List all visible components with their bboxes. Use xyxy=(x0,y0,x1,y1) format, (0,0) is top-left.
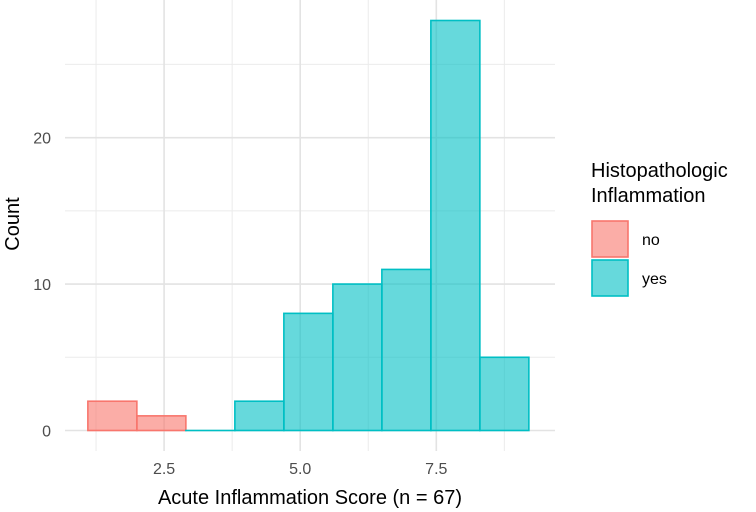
y-tick-label: 0 xyxy=(42,424,51,441)
legend: Histopathologic Inflammation no yes xyxy=(591,160,728,297)
y-tick-label: 10 xyxy=(33,277,51,294)
histogram-bar-no xyxy=(87,400,138,432)
histogram-bar-yes xyxy=(234,400,285,432)
y-axis-title: Count xyxy=(2,197,24,251)
histogram-bar-no xyxy=(136,415,187,432)
histogram-bars xyxy=(87,19,530,432)
x-tick-label: 7.5 xyxy=(425,461,447,478)
histogram-bar-yes xyxy=(332,283,383,432)
histogram-bar-yes xyxy=(283,312,334,432)
legend-key-no xyxy=(591,220,629,258)
x-tick-label: 5.0 xyxy=(289,461,311,478)
x-axis-title: Acute Inflammation Score (n = 67) xyxy=(158,487,462,509)
legend-label-no: no xyxy=(642,232,660,249)
legend-items: no yes xyxy=(591,220,667,297)
histogram-bar-yes xyxy=(479,356,530,432)
x-tick-label: 2.5 xyxy=(153,461,175,478)
y-tick-label: 20 xyxy=(33,131,51,148)
legend-title-line2: Inflammation xyxy=(591,185,706,207)
histogram-bar-yes xyxy=(381,268,432,432)
histogram-bar-yes xyxy=(430,19,481,432)
legend-key-yes xyxy=(591,259,629,297)
legend-label-yes: yes xyxy=(642,271,667,288)
axis-tick-labels: 2.5 5.0 7.5 0 10 20 xyxy=(33,131,447,478)
legend-title-line1: Histopathologic xyxy=(591,160,728,182)
